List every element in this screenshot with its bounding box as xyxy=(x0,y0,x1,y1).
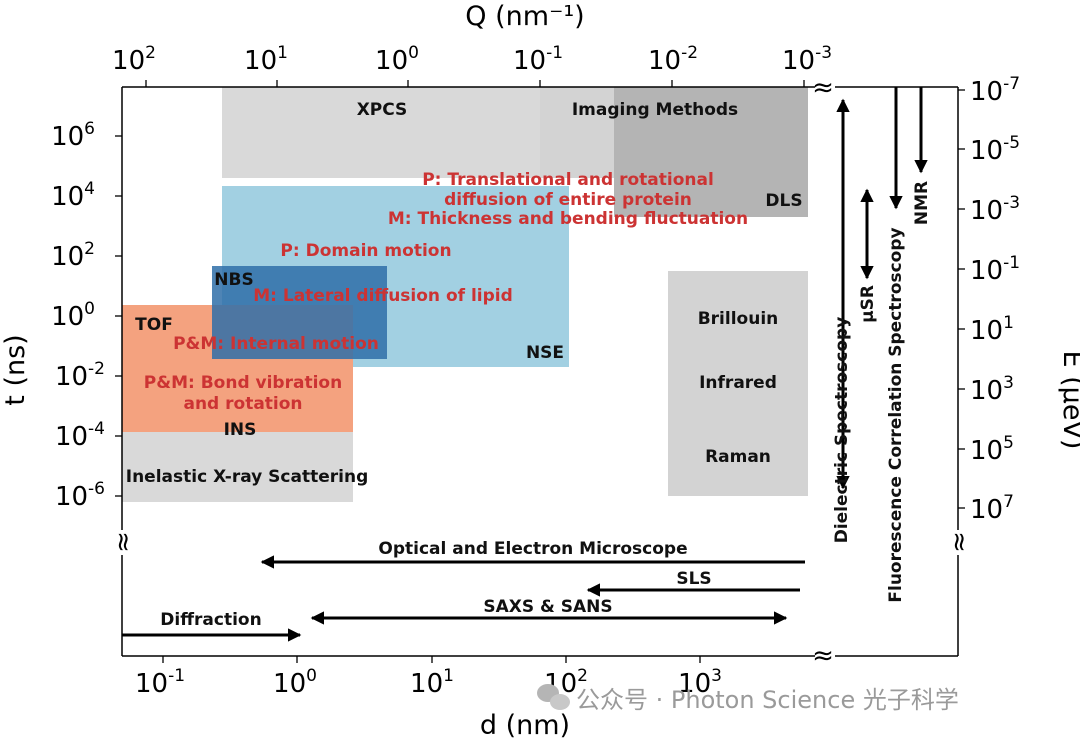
bottom-axis-title: d (nm) xyxy=(480,710,570,741)
right-axis-title: E (μeV) xyxy=(1057,351,1080,450)
right-tick-1: 10-5 xyxy=(970,133,1020,166)
label-nbs: NBS xyxy=(214,270,253,290)
top-tick-4: 10-2 xyxy=(648,43,698,76)
label-tof: TOF xyxy=(135,315,173,335)
left-tick-3: 100 xyxy=(51,299,95,332)
bottom-tick-4: 103 xyxy=(678,666,722,699)
right-axis-labels: 10-7 10-5 10-3 10-1 101 103 105 107 xyxy=(970,74,1020,525)
watermark-text: 公众号 · Photon Science 光子科学 xyxy=(576,686,959,714)
label-nse: NSE xyxy=(526,343,564,363)
bottom-tick-1: 100 xyxy=(273,666,317,699)
right-tick-3: 10-1 xyxy=(970,253,1020,286)
region-optical-spectroscopy xyxy=(668,271,808,496)
annotation-internal-motion: P&M: Internal motion xyxy=(173,334,379,354)
annotation-domain-motion: P: Domain motion xyxy=(280,241,451,261)
label-brillouin: Brillouin xyxy=(698,309,779,329)
label-imaging-methods: Imaging Methods xyxy=(572,100,738,120)
top-tick-3: 10-1 xyxy=(513,43,563,76)
bottom-tick-2: 101 xyxy=(410,666,454,699)
right-tick-7: 107 xyxy=(970,492,1014,525)
label-diffraction: Diffraction xyxy=(160,610,261,630)
region-dls xyxy=(614,87,808,217)
left-tick-2: 102 xyxy=(51,239,95,272)
label-saxs-sans: SAXS & SANS xyxy=(483,597,612,617)
label-musr: μSR xyxy=(858,285,878,323)
annotation-protein-diffusion: diffusion of entire protein xyxy=(444,190,692,210)
break-mark-left: ≈ xyxy=(108,531,138,553)
left-axis-ticks xyxy=(115,135,122,497)
left-tick-6: 10-6 xyxy=(55,479,105,512)
left-tick-4: 10-2 xyxy=(55,359,105,392)
top-axis-labels: 102 101 100 10-1 10-2 10-3 xyxy=(112,43,832,76)
break-mark-right: ≈ xyxy=(944,531,974,553)
label-dls: DLS xyxy=(765,191,802,211)
region-xpcs xyxy=(222,87,540,178)
top-tick-2: 100 xyxy=(375,43,419,76)
top-tick-5: 10-3 xyxy=(782,43,832,76)
label-ins: INS xyxy=(224,420,257,440)
region-ixs xyxy=(122,432,353,502)
bottom-axis-ticks xyxy=(162,656,701,663)
label-dielectric: Dielectric Spectroscopy xyxy=(832,317,852,544)
annotation-rotation: and rotation xyxy=(183,394,302,414)
region-nbs xyxy=(212,266,387,359)
annotation-bond-vibration: P&M: Bond vibration xyxy=(144,373,342,393)
top-tick-0: 102 xyxy=(112,43,156,76)
label-fcs: Fluorescence Correlation Spectroscopy xyxy=(886,227,906,602)
top-axis-title: Q (nm⁻¹) xyxy=(465,1,584,32)
left-axis-title: t (ns) xyxy=(0,334,31,405)
bottom-tick-0: 10-1 xyxy=(135,666,185,699)
break-mark-bottom: ≈ xyxy=(812,641,834,671)
right-tick-6: 105 xyxy=(970,433,1014,466)
label-infrared: Infrared xyxy=(699,373,777,393)
left-tick-5: 10-4 xyxy=(55,419,105,452)
right-tick-4: 101 xyxy=(970,313,1014,346)
label-ixs: Inelastic X-ray Scattering xyxy=(126,467,369,487)
watermark: 公众号 · Photon Science 光子科学 xyxy=(537,684,959,714)
left-axis-labels: 106 104 102 100 10-2 10-4 10-6 xyxy=(51,119,105,512)
label-nmr: NMR xyxy=(912,181,932,225)
right-axis-ticks xyxy=(958,89,965,509)
top-tick-1: 101 xyxy=(244,43,288,76)
annotation-protein-translation: P: Translational and rotational xyxy=(422,170,714,190)
right-tick-2: 10-3 xyxy=(970,193,1020,226)
label-raman: Raman xyxy=(705,447,771,467)
right-tick-5: 103 xyxy=(970,373,1014,406)
annotation-membrane-thickness: M: Thickness and bending fluctuation xyxy=(388,209,748,229)
wechat-icon xyxy=(537,684,570,710)
label-xpcs: XPCS xyxy=(357,100,408,120)
label-sls: SLS xyxy=(676,569,711,589)
left-tick-0: 106 xyxy=(51,119,95,152)
label-optical-microscope: Optical and Electron Microscope xyxy=(378,539,687,559)
break-mark-top: ≈ xyxy=(812,73,834,103)
top-axis-ticks xyxy=(145,80,805,87)
annotation-lipid-diffusion: M: Lateral diffusion of lipid xyxy=(253,286,513,306)
right-tick-0: 10-7 xyxy=(970,74,1020,107)
left-tick-1: 104 xyxy=(51,179,95,212)
